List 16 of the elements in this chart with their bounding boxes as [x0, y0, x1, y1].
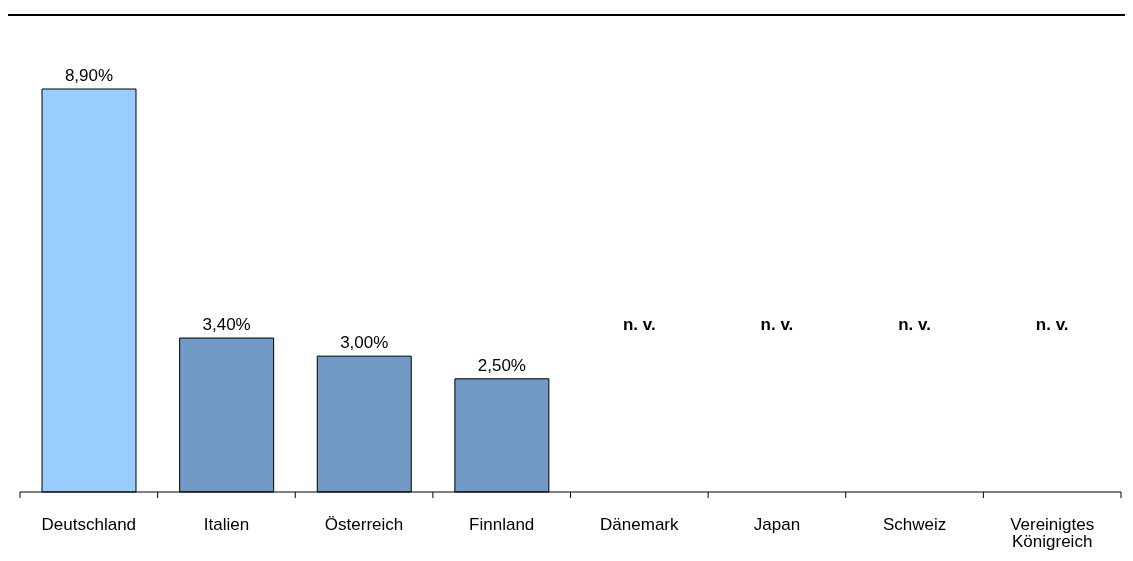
x-tick-label: Vereinigtes Königreich [1010, 515, 1095, 552]
text: n. v. [898, 315, 931, 334]
x-tick-label: Italien [203, 515, 250, 535]
text: n. v. [622, 315, 656, 334]
text: n. v. [1035, 315, 1069, 334]
data-label: 8,90% [64, 66, 114, 85]
x-tick-label: Schweiz [882, 515, 947, 535]
x-tick-label: Deutschland [41, 515, 137, 535]
text: n. v. [760, 315, 794, 334]
data-label: 3,00% [340, 333, 389, 353]
x-tick-label: Japan [753, 515, 801, 535]
x-tick-label: Finnland [469, 515, 535, 535]
x-tick-label: Österreich [324, 515, 404, 535]
data-label: 2,50% [477, 355, 526, 375]
data-label: 3,40% [202, 315, 251, 335]
x-tick-label: Dänemark [600, 515, 680, 535]
